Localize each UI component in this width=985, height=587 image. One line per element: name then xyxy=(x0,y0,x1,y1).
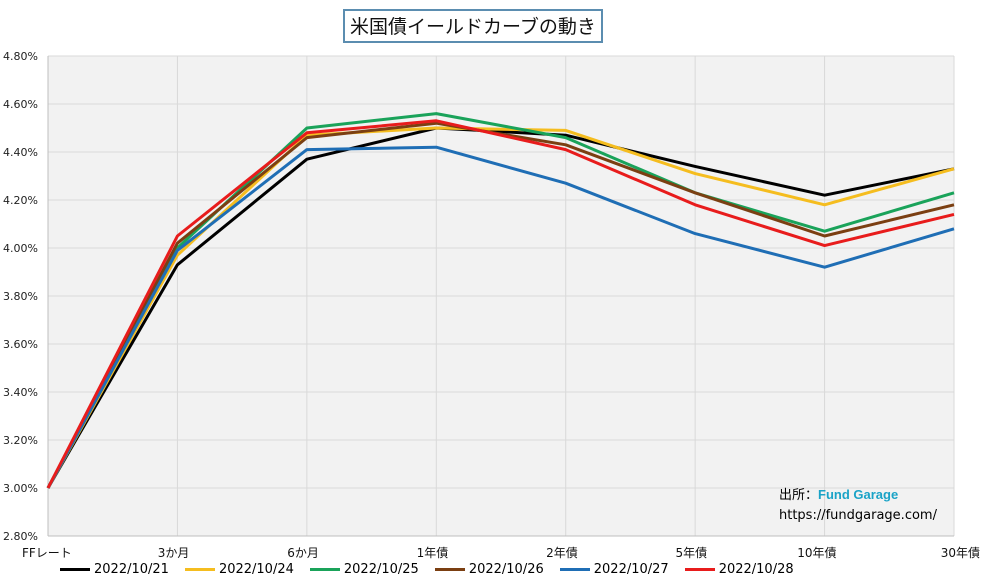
series-lines xyxy=(46,112,955,489)
x-tick-label: 3か月 xyxy=(158,546,190,560)
y-tick-label: 4.80% xyxy=(3,50,38,63)
legend-label: 2022/10/21 xyxy=(94,562,169,577)
legend-label: 2022/10/27 xyxy=(593,562,669,577)
legend-swatch xyxy=(559,568,590,571)
source-url: https://fundgarage.com/ xyxy=(779,508,937,523)
legend-label: 2022/10/26 xyxy=(468,562,544,577)
legend: 2022/10/21 2022/10/24 2022/10/25 2022/10/26… xyxy=(60,562,794,577)
y-tick-label: 4.40% xyxy=(3,146,38,159)
y-axis-tick-labels: 2.80% 3.00% 3.20% 3.40% 3.60% 3.80% 4.00% 4.20%… xyxy=(3,50,38,543)
x-axis-tick-labels: FFレート 3か月 6か月 1年債 2年債 5年債 10年債 30年債 xyxy=(22,545,980,560)
legend-label: 2022/10/25 xyxy=(343,562,419,577)
legend-item: 2022/10/28 xyxy=(684,562,794,577)
y-tick-label: 4.60% xyxy=(3,98,38,111)
legend-swatch xyxy=(684,568,715,571)
y-tick-label: 4.00% xyxy=(3,242,38,255)
legend-item: 2022/10/26 xyxy=(434,562,544,577)
source-brand: Fund Garage xyxy=(818,487,899,502)
legend-label: 2022/10/24 xyxy=(218,562,294,577)
x-tick-label: 5年債 xyxy=(676,545,708,560)
x-tick-label: 10年債 xyxy=(797,545,836,560)
series-line xyxy=(46,119,955,489)
x-tick-label: FFレート xyxy=(22,546,72,560)
legend-item: 2022/10/25 xyxy=(309,562,419,577)
series-line xyxy=(46,145,955,489)
y-tick-label: 3.00% xyxy=(3,482,38,495)
source-line: 出所：Fund Garage xyxy=(779,485,937,506)
y-tick-label: 3.80% xyxy=(3,290,38,303)
chart-title: 米国債イールドカーブの動き xyxy=(343,9,603,43)
legend-swatch xyxy=(309,568,340,571)
legend-label: 2022/10/28 xyxy=(718,562,794,577)
legend-swatch xyxy=(60,568,90,571)
y-tick-label: 3.60% xyxy=(3,338,38,351)
legend-item: 2022/10/21 xyxy=(60,562,169,577)
x-tick-label: 30年債 xyxy=(941,545,980,560)
legend-item: 2022/10/24 xyxy=(184,562,294,577)
y-tick-label: 3.20% xyxy=(3,434,38,447)
legend-swatch xyxy=(184,568,215,571)
series-line xyxy=(46,126,955,489)
source-label: 出所： xyxy=(779,488,819,503)
x-tick-label: 1年債 xyxy=(417,545,449,560)
series-line xyxy=(46,112,955,489)
y-tick-label: 4.20% xyxy=(3,194,38,207)
y-tick-label: 3.40% xyxy=(3,386,38,399)
legend-item: 2022/10/27 xyxy=(559,562,669,577)
y-tick-label: 2.80% xyxy=(3,530,38,543)
x-tick-label: 2年債 xyxy=(546,545,578,560)
legend-swatch xyxy=(434,568,465,571)
source-note: 出所：Fund Garage https://fundgarage.com/ xyxy=(779,485,937,526)
x-tick-label: 6か月 xyxy=(287,546,319,560)
gridlines xyxy=(47,55,955,537)
